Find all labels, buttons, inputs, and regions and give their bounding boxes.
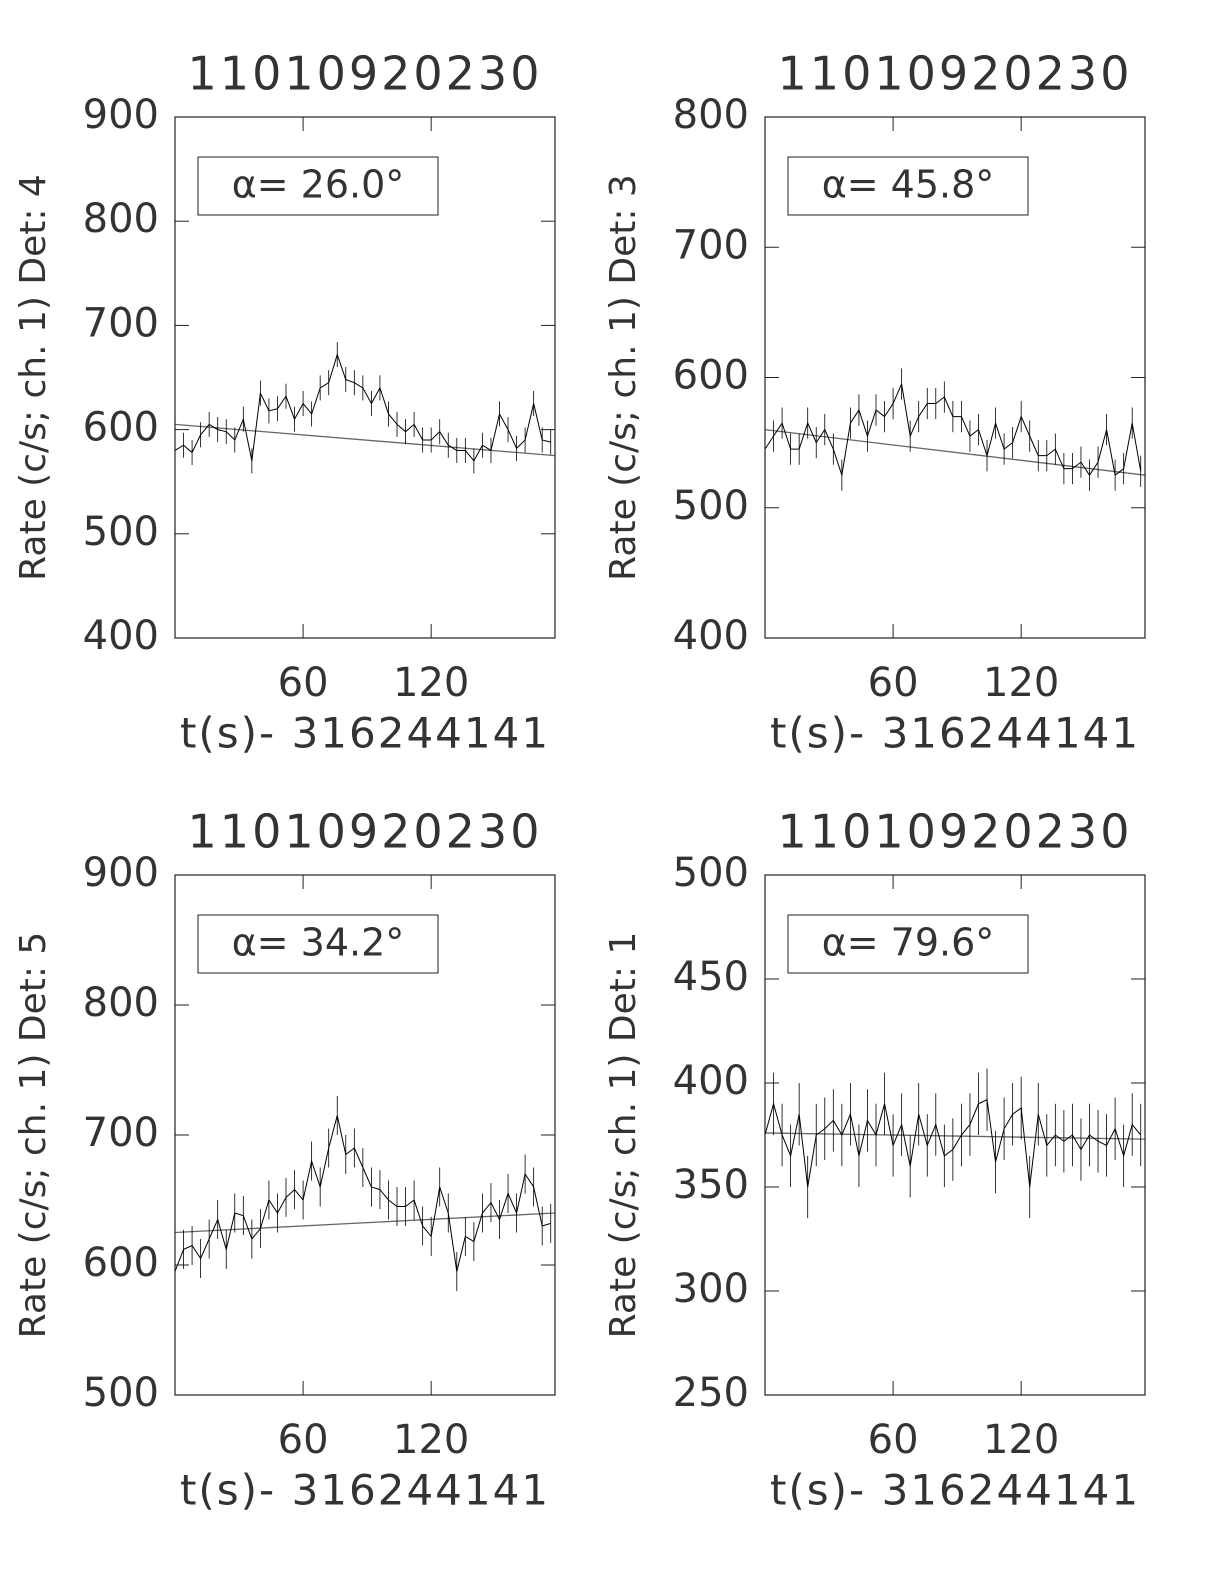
- y-tick-label: 700: [673, 222, 749, 268]
- y-tick-label: 800: [83, 196, 159, 242]
- y-tick-label: 600: [83, 1240, 159, 1286]
- plot-frame: [764, 874, 1146, 1396]
- y-tick-label: 400: [673, 613, 749, 659]
- x-tick-label: 60: [868, 1417, 919, 1463]
- y-tick-label: 500: [673, 483, 749, 529]
- chart-title: 11010920230: [778, 805, 1133, 859]
- annotation-box: [197, 156, 439, 216]
- y-tick-label: 400: [673, 1058, 749, 1104]
- y-tick-label: 700: [83, 300, 159, 346]
- annotation: α= 45.8°: [822, 163, 995, 207]
- x-axis-label: t(s)- 316244141: [180, 1466, 550, 1515]
- fit-line: [764, 428, 1146, 476]
- y-tick-label: 400: [83, 613, 159, 659]
- y-axis-label: Rate (c/s; ch. 1) Det: 4: [13, 174, 54, 581]
- annotation: α= 79.6°: [822, 921, 995, 965]
- annotation: α= 34.2°: [232, 921, 405, 965]
- x-axis-label: t(s)- 316244141: [770, 1466, 1140, 1515]
- x-tick-label: 120: [983, 1417, 1059, 1463]
- data-line: [764, 1098, 1142, 1188]
- chart-title: 11010920230: [778, 47, 1133, 101]
- fit-line: [174, 423, 556, 457]
- chart-title: 11010920230: [188, 47, 543, 101]
- y-tick-label: 300: [673, 1266, 749, 1312]
- y-tick-label: 500: [673, 850, 749, 896]
- y-tick-label: 800: [83, 980, 159, 1026]
- y-axis-label: Rate (c/s; ch. 1) Det: 3: [603, 174, 644, 581]
- y-tick-label: 500: [83, 509, 159, 555]
- x-tick-label: 120: [393, 660, 469, 706]
- chart-title: 11010920230: [188, 805, 543, 859]
- annotation-box: [787, 156, 1029, 216]
- y-tick-label: 500: [83, 1370, 159, 1416]
- y-axis-label: Rate (c/s; ch. 1) Det: 1: [603, 932, 644, 1339]
- annotation-box: [787, 914, 1029, 974]
- y-tick-label: 600: [673, 353, 749, 399]
- y-tick-label: 350: [673, 1162, 749, 1208]
- y-tick-label: 600: [83, 405, 159, 451]
- y-tick-label: 900: [83, 850, 159, 896]
- y-tick-label: 800: [673, 92, 749, 138]
- x-tick-label: 60: [278, 660, 329, 706]
- fit-line: [174, 1212, 556, 1234]
- data-line: [174, 1115, 551, 1272]
- x-tick-label: 120: [983, 660, 1059, 706]
- data-line: [174, 352, 551, 462]
- y-axis-label: Rate (c/s; ch. 1) Det: 5: [13, 932, 54, 1339]
- x-tick-label: 60: [278, 1417, 329, 1463]
- y-tick-label: 900: [83, 92, 159, 138]
- y-tick-label: 450: [673, 954, 749, 1000]
- x-tick-label: 60: [868, 660, 919, 706]
- y-tick-label: 700: [83, 1110, 159, 1156]
- data-line: [764, 382, 1142, 477]
- x-tick-label: 120: [393, 1417, 469, 1463]
- x-axis-label: t(s)- 316244141: [770, 709, 1140, 758]
- x-axis-label: t(s)- 316244141: [180, 709, 550, 758]
- annotation-box: [197, 914, 439, 974]
- plot-frame: [174, 116, 556, 639]
- annotation: α= 26.0°: [232, 163, 405, 207]
- y-tick-label: 250: [673, 1370, 749, 1416]
- fit-line: [764, 1132, 1146, 1140]
